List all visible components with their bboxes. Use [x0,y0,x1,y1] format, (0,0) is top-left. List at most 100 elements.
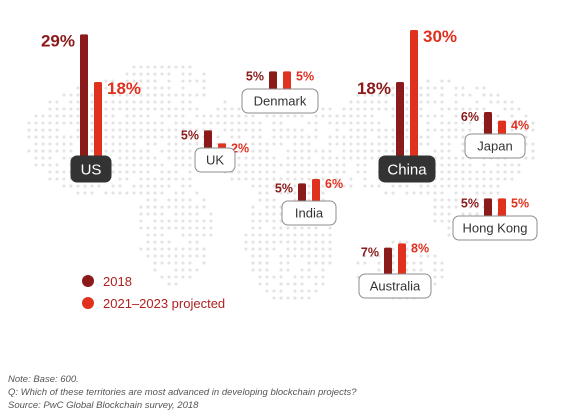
map-dot [202,254,206,258]
map-dot [286,184,290,188]
map-dot [265,149,269,153]
map-dot [251,268,255,272]
map-dot [230,107,234,111]
map-dot [188,93,192,97]
map-dot [244,128,248,132]
map-dot [433,254,437,258]
map-dot [461,198,465,202]
map-dot [195,205,199,209]
map-dot [125,149,129,153]
map-dot [223,114,227,118]
territory-box-hong-kong [452,215,538,241]
map-dot [384,149,388,153]
map-dot [188,219,192,223]
map-dot [167,219,171,223]
map-dot [503,163,507,167]
map-dot [153,191,157,195]
map-dot [342,135,346,139]
map-dot [90,128,94,132]
map-dot [321,107,325,111]
map-dot [27,128,31,132]
map-dot [55,149,59,153]
map-dot [160,86,164,90]
map-dot [160,121,164,125]
map-dot [153,156,157,160]
map-dot [153,86,157,90]
map-dot [279,268,283,272]
map-dot [153,163,157,167]
map-dot [167,282,171,286]
map-dot [349,100,353,104]
map-dot [55,135,59,139]
map-dot [34,128,38,132]
map-dot [174,247,178,251]
map-dot [125,170,129,174]
map-dot [328,226,332,230]
bar-australia-projected [398,243,406,278]
map-dot [510,121,514,125]
map-dot [391,128,395,132]
map-dot [489,93,493,97]
map-dot [272,226,276,230]
map-dot [405,135,409,139]
map-dot [412,261,416,265]
map-dot [223,100,227,104]
map-dot [314,240,318,244]
note-base: Note: Base: 600. [8,374,79,385]
map-dot [265,254,269,258]
map-dot [398,240,402,244]
map-dot [174,212,178,216]
value-label-hong-kong-2018: 5% [461,196,479,210]
map-dot [468,93,472,97]
map-dot [195,254,199,258]
map-dot [279,296,283,300]
map-dot [286,254,290,258]
map-dot [69,142,73,146]
map-dot [167,184,171,188]
map-dot [272,289,276,293]
map-dot [468,114,472,118]
map-dot [440,107,444,111]
map-dot [363,114,367,118]
map-dot [370,149,374,153]
map-dot [237,163,241,167]
map-dot [258,240,262,244]
bars-layer: 29% 18% US 5% 2% UK 5% 5% Denmark 5% 6% India 18% 30%… [41,27,538,299]
map-dot [356,93,360,97]
map-dot [181,191,185,195]
map-dot [188,121,192,125]
map-dot [461,135,465,139]
map-dot [321,191,325,195]
map-dot [293,296,297,300]
map-dot [237,177,241,181]
territory-label-japan: Japan [477,139,512,154]
bar-china-2018 [396,82,404,160]
map-dot [440,86,444,90]
map-dot [496,100,500,104]
map-dot [272,177,276,181]
map-dot [139,149,143,153]
map-dot [342,114,346,118]
map-dot [146,142,150,146]
map-dot [174,282,178,286]
map-dot [356,156,360,160]
value-label-australia-2018: 7% [361,246,379,260]
map-dot [167,226,171,230]
map-dot [174,226,178,230]
map-dot [48,177,52,181]
map-dot [195,114,199,118]
map-dot [321,261,325,265]
map-dot [454,170,458,174]
map-dot [272,170,276,174]
map-dot [139,247,143,251]
map-dot [461,93,465,97]
map-dot [300,177,304,181]
map-dot [216,121,220,125]
map-dot [440,261,444,265]
map-dot [286,191,290,195]
map-dot [489,177,493,181]
map-dot [27,135,31,139]
map-dot [125,93,129,97]
map-dot [188,156,192,160]
map-dot [321,275,325,279]
